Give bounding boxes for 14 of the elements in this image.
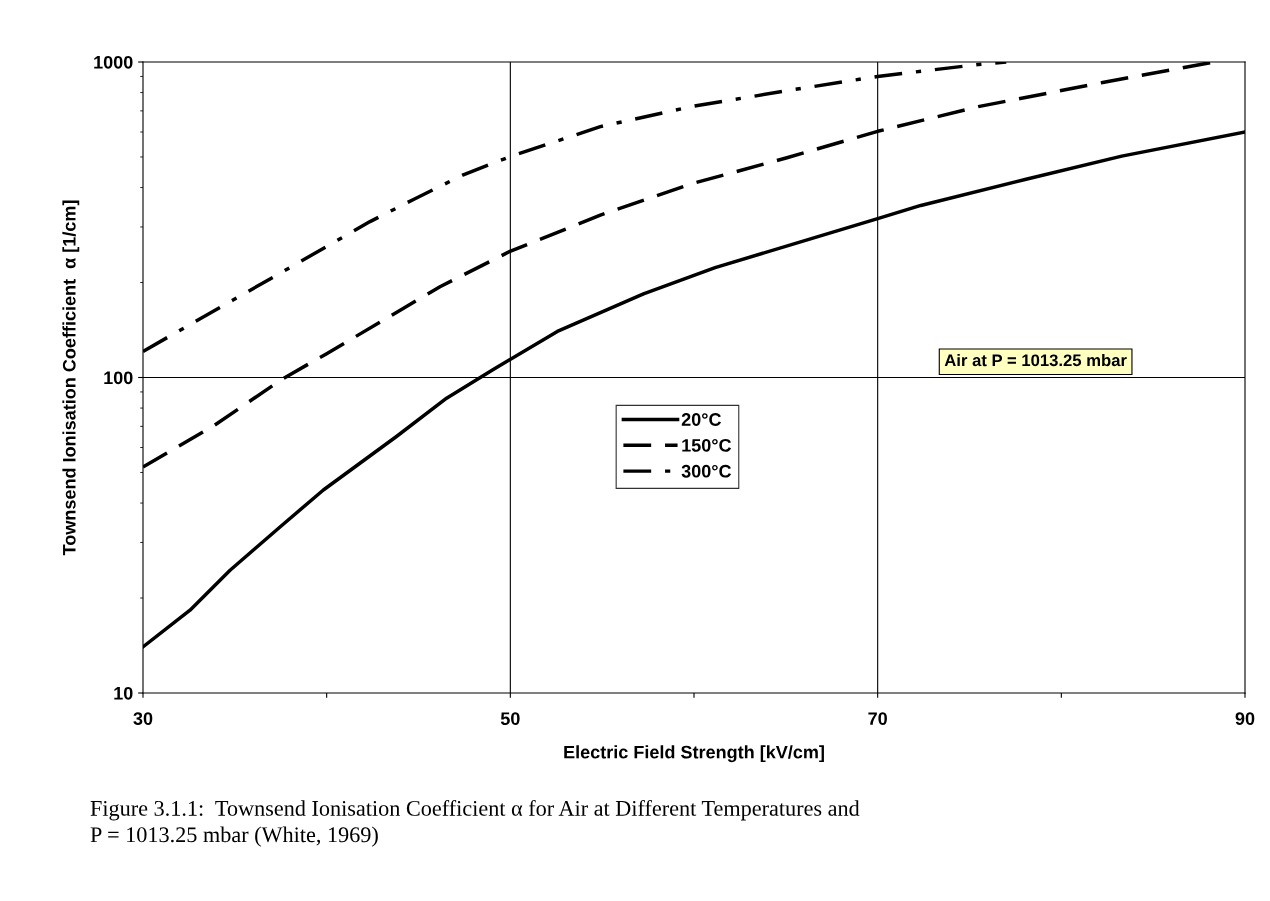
x-tick-label: 50	[500, 712, 520, 726]
x-axis-title: Electric Field Strength [kV/cm]	[564, 745, 824, 763]
legend-label: 150°C	[682, 438, 732, 452]
y-tick-label: 1000	[94, 55, 133, 69]
annotation: Air at P = 1013.25 mbar	[944, 353, 1127, 367]
y-tick-label: 10	[114, 686, 133, 700]
legend-label: 20°C	[681, 413, 722, 426]
y-axis-title: Townsend Ionisation Coefficient α [1/cm]	[62, 200, 80, 556]
x-tick-label: 30	[133, 712, 153, 726]
caption: Figure 3.1.1: Townsend Ionisation Coefficient α for Air at Different Temperatures and P = 1013.25 mbar (White, 1969)	[90, 800, 860, 847]
x-tick-label: 70	[868, 712, 887, 726]
x-tick-label: 90	[1235, 712, 1255, 726]
legend-label: 300°C	[681, 464, 732, 478]
y-tick-label: 100	[104, 371, 133, 385]
